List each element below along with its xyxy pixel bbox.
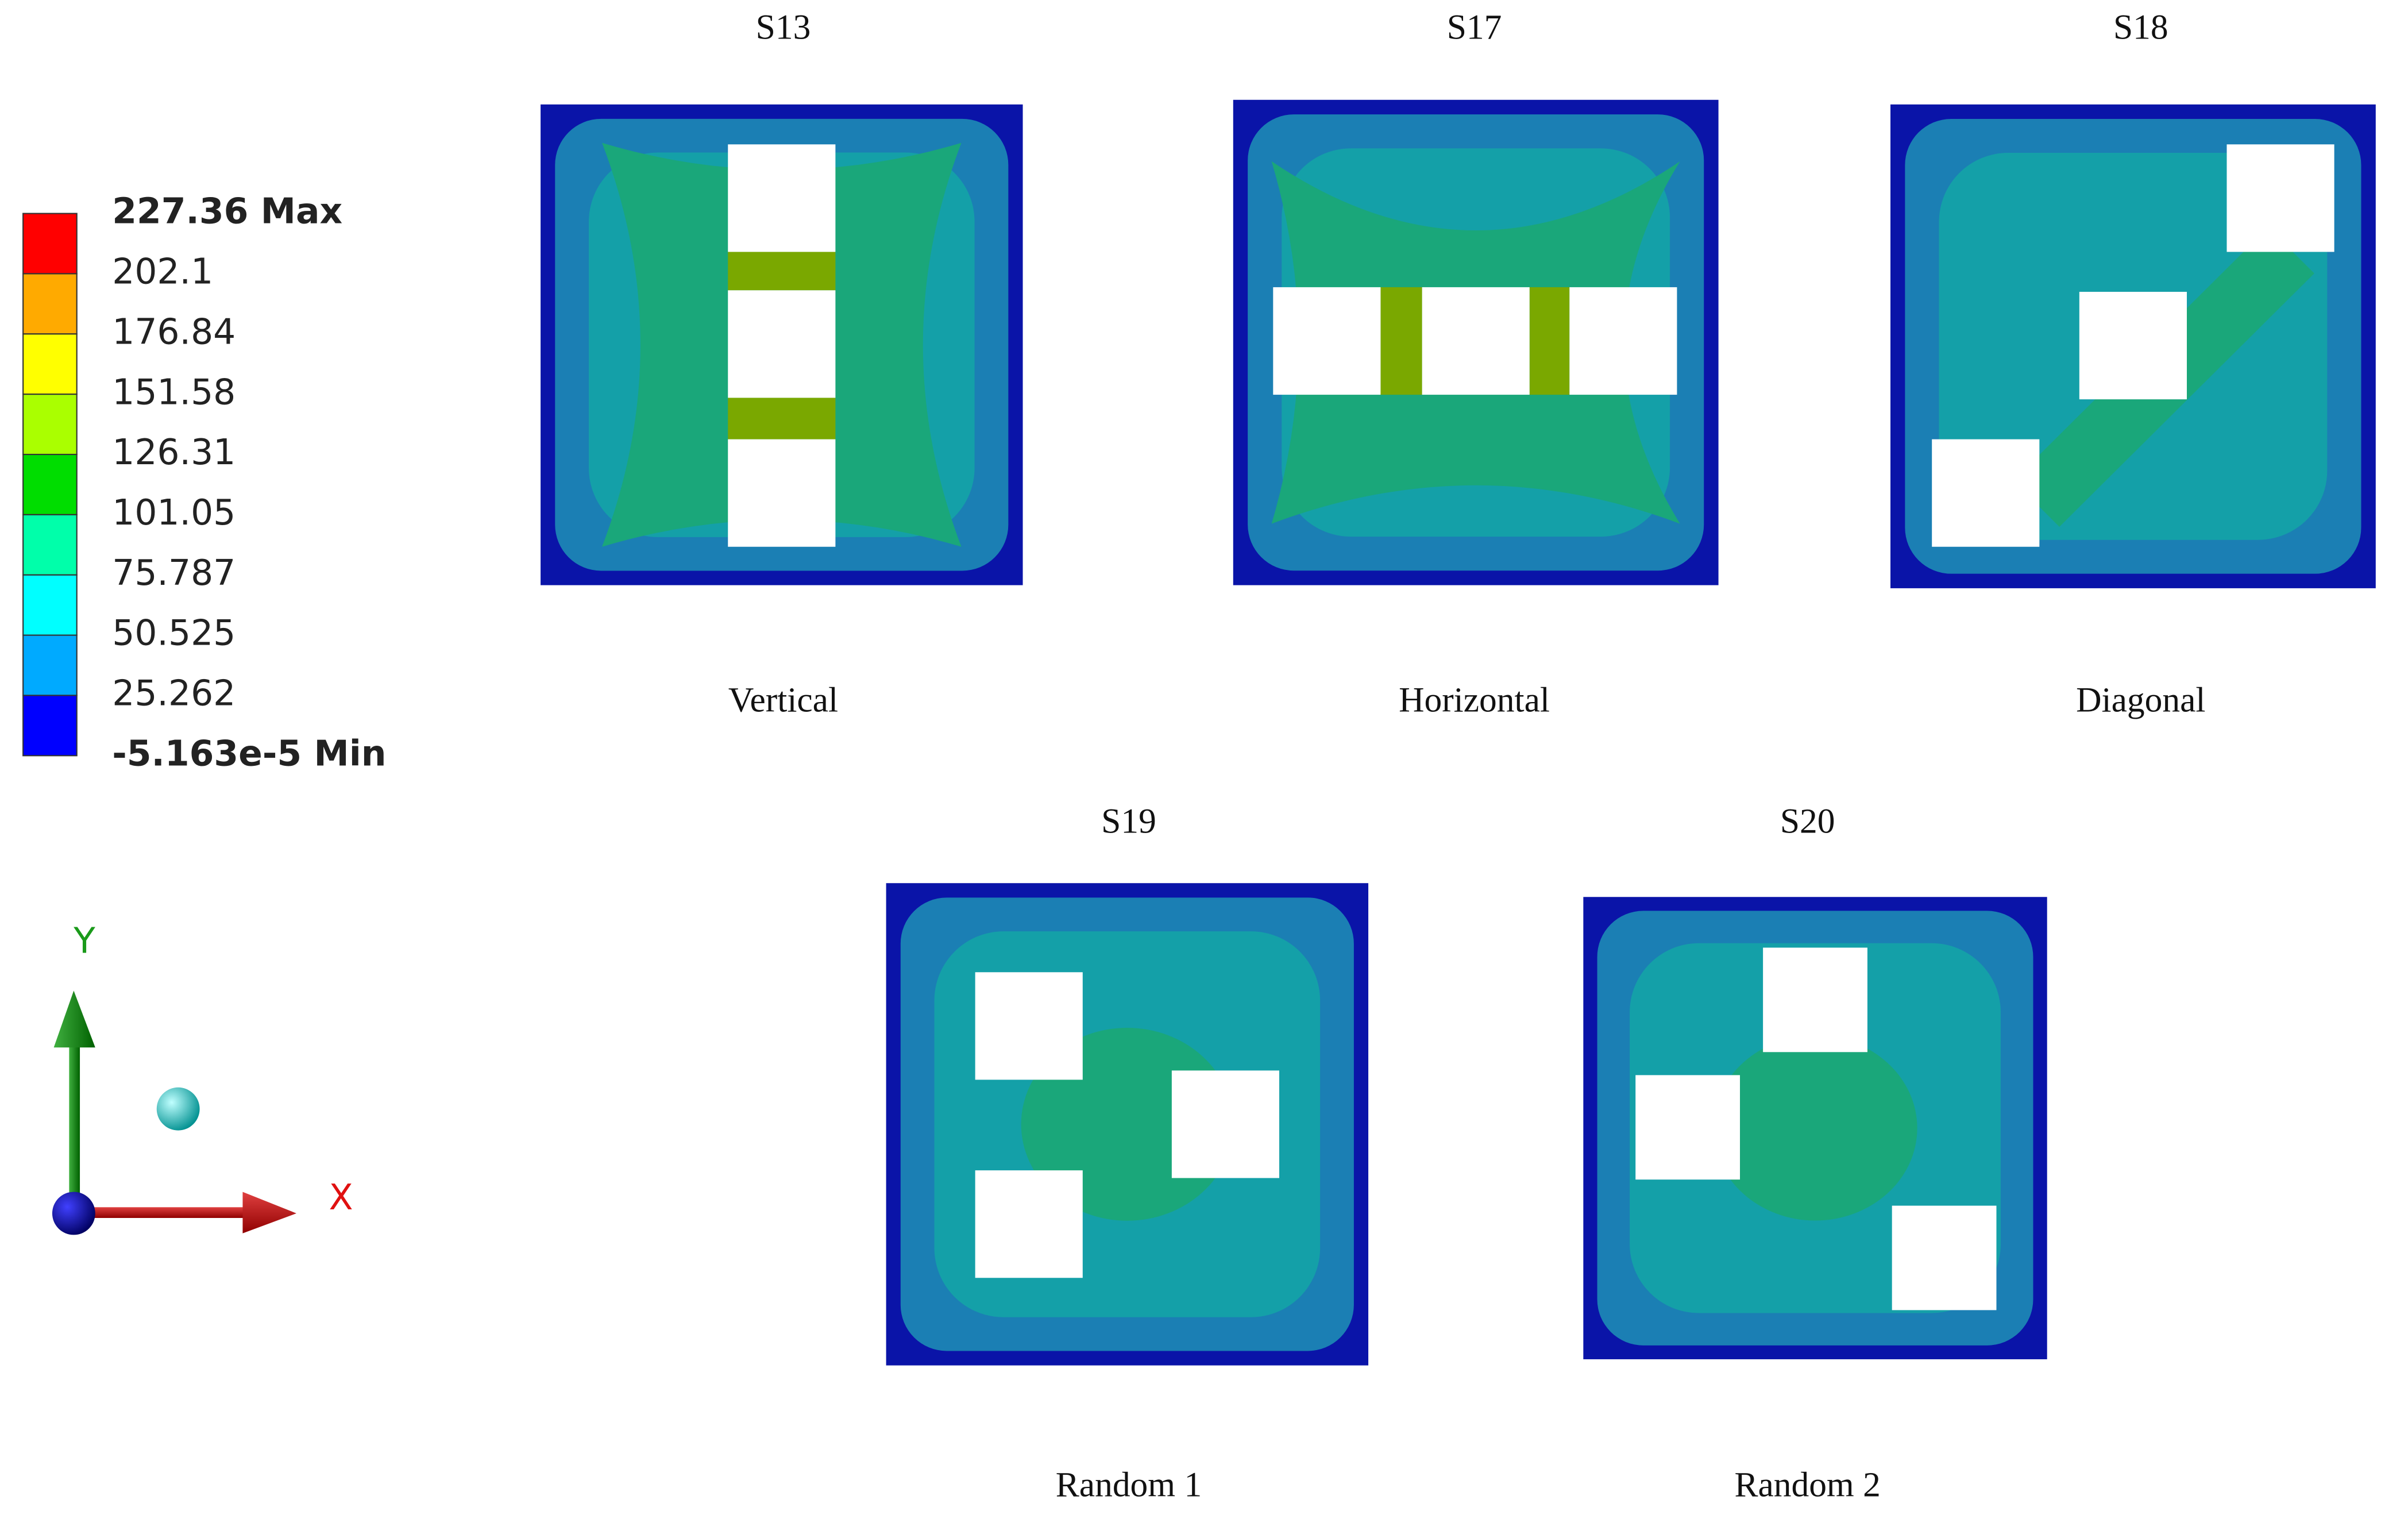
hole (1171, 1070, 1279, 1178)
legend-band (22, 394, 78, 456)
hole (1635, 1075, 1741, 1180)
hole (1569, 287, 1677, 395)
view-sphere (156, 1087, 200, 1131)
origin-sphere (52, 1192, 95, 1235)
legend-band (22, 634, 78, 696)
x-axis-label: X (329, 1177, 353, 1218)
panel-title: S19 (1101, 802, 1156, 841)
legend-label: 151.58 (112, 372, 236, 412)
legend-band (22, 695, 78, 757)
x-axis-arrow (74, 1207, 246, 1219)
hole (728, 439, 836, 547)
legend-label: 25.262 (112, 673, 236, 714)
panel-caption: Horizontal (1399, 681, 1550, 720)
legend-label: 50.525 (112, 613, 236, 654)
y-axis-arrow (69, 1044, 80, 1213)
panel-caption: Diagonal (2076, 681, 2205, 720)
legend-band (22, 574, 78, 636)
legend-label: 227.36 Max (112, 191, 342, 232)
contour-green (1713, 1035, 1917, 1221)
legend-band (22, 453, 78, 515)
panel-title: S20 (1780, 802, 1835, 841)
hole (2079, 291, 2187, 400)
legend-label: 75.787 (112, 553, 236, 593)
hole (1273, 287, 1381, 395)
legend-label: 126.31 (112, 432, 236, 473)
legend-band (22, 333, 78, 395)
legend-band (22, 273, 78, 335)
hole (728, 144, 836, 252)
hole (2226, 144, 2334, 252)
contour-panel (1890, 104, 2376, 588)
hole (975, 972, 1083, 1080)
legend-band (22, 213, 78, 275)
contour-high (728, 252, 836, 291)
legend-label: 202.1 (112, 252, 213, 292)
hole (1422, 287, 1530, 395)
contour-panel (1233, 99, 1719, 585)
contour-high (728, 398, 836, 439)
hole (1892, 1205, 1997, 1310)
legend-label: 101.05 (112, 492, 236, 533)
panel-caption: Vertical (728, 681, 838, 720)
y-axis-label: Y (73, 921, 95, 962)
hole (728, 290, 836, 398)
panel-caption: Random 2 (1734, 1466, 1880, 1505)
legend-band (22, 514, 78, 576)
legend-label: 176.84 (112, 311, 236, 352)
x-axis-head (242, 1192, 297, 1233)
panel-title: S17 (1447, 8, 1502, 47)
panel-caption: Random 1 (1056, 1466, 1202, 1505)
hole (975, 1170, 1083, 1278)
y-axis-head (53, 990, 95, 1048)
contour-panel (1583, 897, 2047, 1359)
panel-title: S18 (2113, 8, 2168, 47)
contour-panel (541, 104, 1023, 585)
contour-high (1380, 287, 1422, 395)
hole (1763, 947, 1867, 1052)
legend-label: -5.163e-5 Min (112, 733, 386, 774)
contour-high (1529, 287, 1570, 395)
hole (1932, 439, 2040, 547)
contour-panel (886, 883, 1369, 1366)
panel-title: S13 (756, 8, 811, 47)
